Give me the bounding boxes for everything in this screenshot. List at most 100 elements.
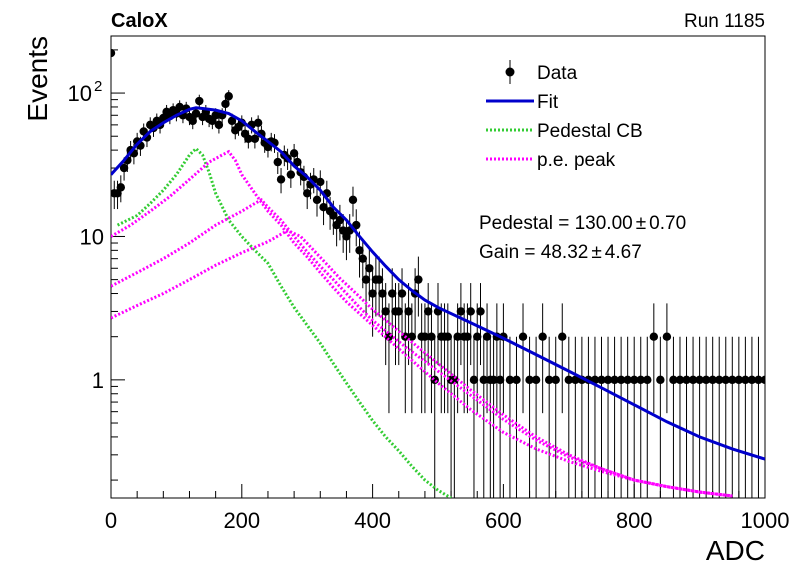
data-point [721,375,730,385]
header-left-label: CaloX [111,10,168,32]
data-point [244,134,253,143]
plot-frame [110,35,766,499]
data-point [512,375,521,385]
data-point [505,375,515,385]
data-point [214,120,224,130]
data-point [289,149,299,158]
data-point [286,170,296,179]
data-point [335,215,345,225]
x-axis-label: ADC [706,535,765,566]
data-point [414,275,423,284]
data-point [420,332,430,341]
pe-peak-curve [111,197,733,498]
fit-parameter-text: Pedestal = 130.00 ±0.70 [479,213,686,234]
legend-label: Pedestal CB [537,121,643,142]
x-tick-label: 200 [223,508,260,533]
data-point [630,375,639,385]
data-point [221,99,230,109]
data-point [495,375,505,385]
y-tick-label: 10 [80,224,104,249]
x-tick-label: 400 [354,508,391,533]
data-point [538,332,547,341]
data-point [211,111,220,120]
data-point [482,332,492,341]
data-point [531,375,541,385]
data-point [227,116,237,126]
fit-parameter-value: Pedestal = 130.00 [479,213,633,234]
data-point [427,332,436,341]
series-layer [111,48,765,498]
fit-annotations: Pedestal = 130.00 ±0.70 Gain = 48.32 ±4.67 [479,213,686,263]
y-tick-label: 1 [92,368,104,393]
data-point [623,375,632,385]
data-point [675,375,685,385]
data-point [250,134,260,143]
fit-parameter-error: 0.70 [649,213,686,234]
data-point [669,375,678,385]
legend-marker [505,67,515,77]
data-point [479,375,488,385]
header-right-label: Run 1185 [684,11,765,32]
data-point [649,332,659,341]
data-point [119,163,129,173]
data-point [463,332,472,341]
data-point [404,307,413,316]
data-point [368,289,377,298]
data-point [734,375,744,385]
data-point [423,307,433,316]
data-point [695,375,704,385]
data-point [616,375,626,385]
data-point [656,375,665,385]
data-point [610,375,619,385]
data-point [450,375,459,385]
data-point [728,375,737,385]
data-point [195,96,204,106]
fit-parameter-pm: ± [636,213,646,234]
data-point [273,157,282,167]
data-point [191,109,201,118]
data-point [518,332,528,341]
data-point [319,202,328,212]
data-point [430,375,439,385]
data-point [378,289,387,298]
data-point [293,157,302,167]
data-point [111,48,116,58]
data-point [643,375,652,385]
data-point [551,375,560,385]
fit-parameter-value: Gain = 48.32 [479,242,588,263]
x-tick-label: 600 [485,508,522,533]
data-point [276,175,286,184]
pe-peak-curve [111,149,733,498]
data-point [397,289,407,298]
x-tick-label: 800 [616,508,653,533]
fit-parameter-text: Gain = 48.32 ±4.67 [479,242,642,263]
data-point [355,246,364,255]
pe-peak-curve [111,228,733,498]
data-point [188,116,197,126]
legend: Data Fit Pedestal CB p.e. peak [486,60,643,171]
legend-label: p.e. peak [537,150,616,171]
data-point [224,92,233,101]
data-point [469,375,479,385]
legend-label: Fit [537,92,559,113]
data-point [597,375,606,385]
data-point [708,375,717,385]
data-point [116,183,126,192]
data-point [603,375,613,385]
data-point [525,375,534,385]
data-point [662,332,672,341]
data-point [558,332,567,341]
data-point [175,102,184,112]
data-point [365,264,374,273]
x-tick-label: 0 [105,508,117,533]
data-point [476,307,485,316]
data-point [473,332,482,341]
data-point [682,375,691,385]
data-point [358,254,367,263]
data-point [688,375,698,385]
x-axis: 0 200 400 600 800 1000 [105,484,789,533]
pedestal-cb-curve [116,146,452,498]
data-point [352,220,361,230]
